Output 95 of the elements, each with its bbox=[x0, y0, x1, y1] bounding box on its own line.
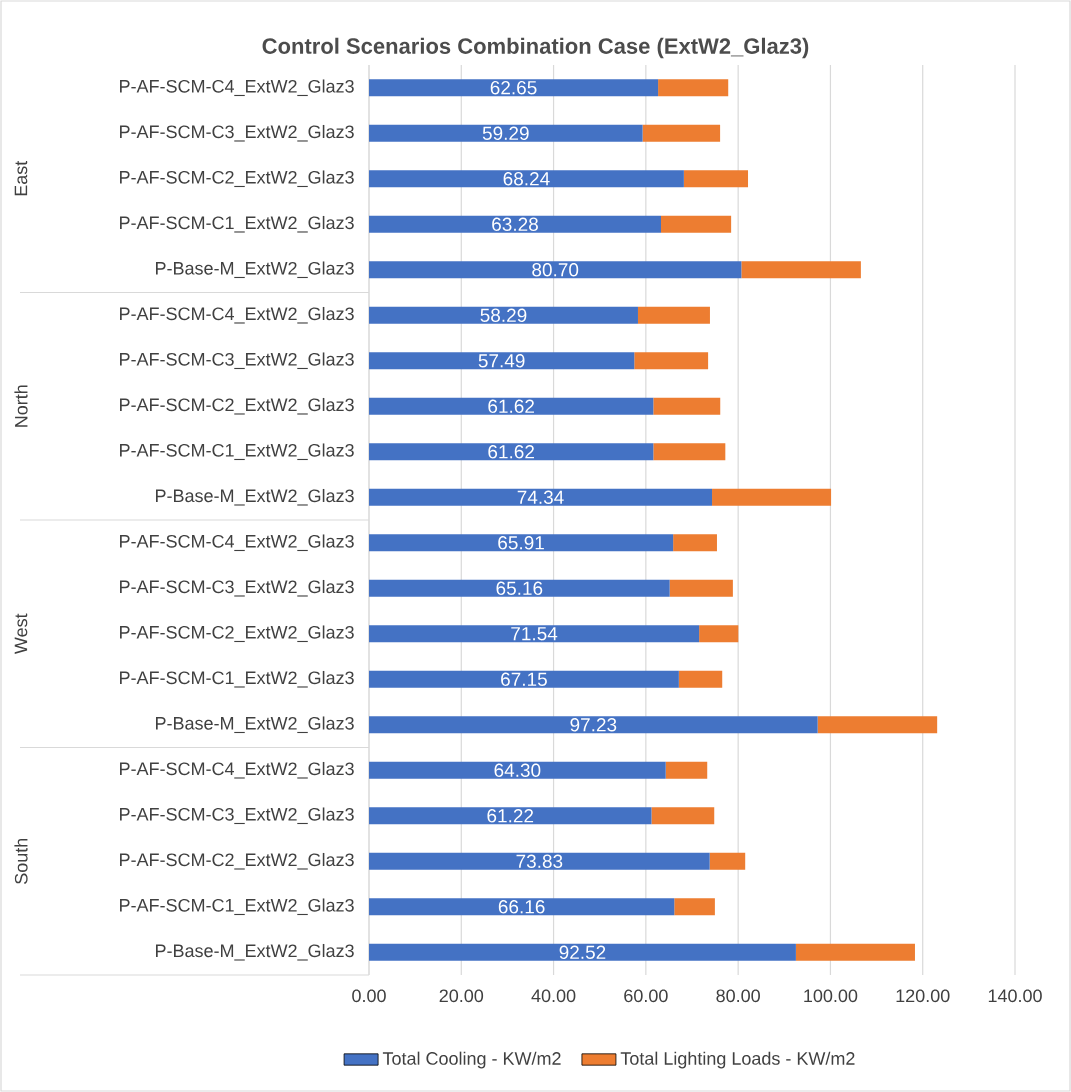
bar bbox=[369, 670, 679, 688]
bar bbox=[651, 807, 715, 825]
x-tick-label: 140.00 bbox=[988, 989, 1042, 1003]
data-label: 71.54 bbox=[511, 627, 558, 641]
data-label: 65.91 bbox=[498, 536, 544, 550]
bar bbox=[712, 488, 832, 506]
data-label: 63.28 bbox=[492, 217, 538, 231]
text: West bbox=[14, 613, 28, 654]
x-tick-label: 80.00 bbox=[716, 989, 760, 1003]
data-label: 61.62 bbox=[488, 445, 534, 459]
bar bbox=[674, 898, 715, 916]
bar bbox=[369, 443, 654, 461]
y-tick-label: P-AF-SCM-C4_ExtW2_Glaz3 bbox=[120, 534, 354, 552]
data-label: 66.16 bbox=[498, 900, 545, 914]
bar bbox=[369, 852, 710, 870]
y-tick-label: P-AF-SCM-C2_ExtW2_Glaz3 bbox=[120, 397, 354, 415]
bar bbox=[369, 943, 796, 961]
bar bbox=[369, 716, 818, 734]
bar bbox=[795, 943, 915, 961]
bar bbox=[369, 124, 643, 142]
bar bbox=[741, 261, 861, 279]
y-tick-label: P-Base-M_ExtW2_Glaz3 bbox=[156, 716, 354, 734]
data-label: 68.24 bbox=[503, 172, 550, 186]
bar bbox=[678, 670, 723, 688]
y-tick-label: P-AF-SCM-C3_ExtW2_Glaz3 bbox=[120, 807, 354, 825]
data-label: 61.22 bbox=[487, 809, 534, 823]
bar bbox=[683, 170, 749, 188]
data-label: 57.49 bbox=[478, 354, 525, 368]
bar bbox=[669, 579, 733, 597]
bar bbox=[369, 170, 684, 188]
legend-label: Total Lighting Loads - KW/m2 bbox=[620, 1051, 855, 1069]
bar bbox=[642, 124, 721, 142]
text: East bbox=[14, 160, 28, 196]
x-tick-label: 120.00 bbox=[896, 989, 950, 1003]
x-tick-label: 0.00 bbox=[352, 989, 386, 1003]
y-tick-label: P-AF-SCM-C3_ExtW2_Glaz3 bbox=[120, 579, 354, 597]
y-tick-label: P-Base-M_ExtW2_Glaz3 bbox=[156, 943, 354, 961]
bar bbox=[653, 397, 721, 415]
bar bbox=[369, 306, 638, 324]
bar bbox=[637, 306, 710, 324]
y-tick-label: P-AF-SCM-C1_ExtW2_Glaz3 bbox=[120, 898, 354, 916]
bar bbox=[660, 215, 732, 233]
bar bbox=[369, 807, 652, 825]
bar bbox=[369, 261, 742, 279]
bar bbox=[369, 352, 635, 370]
y-tick-label: P-AF-SCM-C4_ExtW2_Glaz3 bbox=[120, 761, 354, 779]
bar bbox=[369, 579, 670, 597]
data-label: 62.65 bbox=[490, 81, 537, 95]
y-tick-label: P-AF-SCM-C1_ExtW2_Glaz3 bbox=[120, 443, 354, 461]
x-tick-label: 100.00 bbox=[804, 989, 858, 1003]
text: South bbox=[14, 838, 28, 884]
y-tick-label: P-AF-SCM-C1_ExtW2_Glaz3 bbox=[120, 215, 354, 233]
bar bbox=[658, 79, 729, 97]
y-tick-label: P-AF-SCM-C2_ExtW2_Glaz3 bbox=[120, 625, 354, 643]
bar bbox=[369, 898, 675, 916]
data-label: 92.52 bbox=[559, 945, 606, 959]
bar bbox=[634, 352, 709, 370]
y-tick-label: P-Base-M_ExtW2_Glaz3 bbox=[156, 488, 354, 506]
data-label: 74.34 bbox=[517, 490, 564, 504]
bar bbox=[709, 852, 746, 870]
bar bbox=[369, 625, 700, 643]
bar bbox=[699, 625, 739, 643]
bar bbox=[369, 397, 654, 415]
text: North bbox=[14, 385, 28, 427]
y-tick-label: P-AF-SCM-C4_ExtW2_Glaz3 bbox=[120, 306, 354, 324]
y-tick-label: P-AF-SCM-C3_ExtW2_Glaz3 bbox=[120, 352, 354, 370]
data-label: 73.83 bbox=[516, 854, 563, 868]
data-label: 67.15 bbox=[501, 672, 547, 686]
y-tick-label: P-AF-SCM-C2_ExtW2_Glaz3 bbox=[120, 852, 354, 870]
bar bbox=[369, 215, 661, 233]
chart-title: Control Scenarios Combination Case (ExtW2_Glaz3) bbox=[262, 37, 809, 59]
x-tick-label: 40.00 bbox=[531, 989, 576, 1003]
bar bbox=[369, 79, 659, 97]
bar bbox=[653, 443, 726, 461]
y-tick-label: P-Base-M_ExtW2_Glaz3 bbox=[156, 261, 354, 279]
y-tick-label: P-AF-SCM-C2_ExtW2_Glaz3 bbox=[120, 170, 354, 188]
data-label: 65.16 bbox=[496, 581, 543, 595]
data-label: 97.23 bbox=[570, 718, 617, 732]
y-tick-label: P-AF-SCM-C1_ExtW2_Glaz3 bbox=[120, 670, 354, 688]
data-label: 61.62 bbox=[488, 399, 534, 413]
y-tick-label: P-AF-SCM-C4_ExtW2_Glaz3 bbox=[120, 79, 354, 97]
data-label: 80.70 bbox=[532, 263, 579, 277]
bar bbox=[673, 534, 717, 552]
bar bbox=[369, 534, 674, 552]
data-label: 58.29 bbox=[480, 308, 527, 322]
bar bbox=[369, 488, 713, 506]
data-label: 64.30 bbox=[494, 763, 541, 777]
bar bbox=[817, 716, 938, 734]
y-tick-label: P-AF-SCM-C3_ExtW2_Glaz3 bbox=[120, 124, 354, 142]
legend-label: Total Cooling - KW/m2 bbox=[382, 1051, 561, 1069]
bar bbox=[665, 761, 708, 779]
data-label: 59.29 bbox=[482, 126, 529, 140]
bar bbox=[369, 761, 666, 779]
x-tick-label: 60.00 bbox=[624, 989, 668, 1003]
x-tick-label: 20.00 bbox=[439, 989, 484, 1003]
